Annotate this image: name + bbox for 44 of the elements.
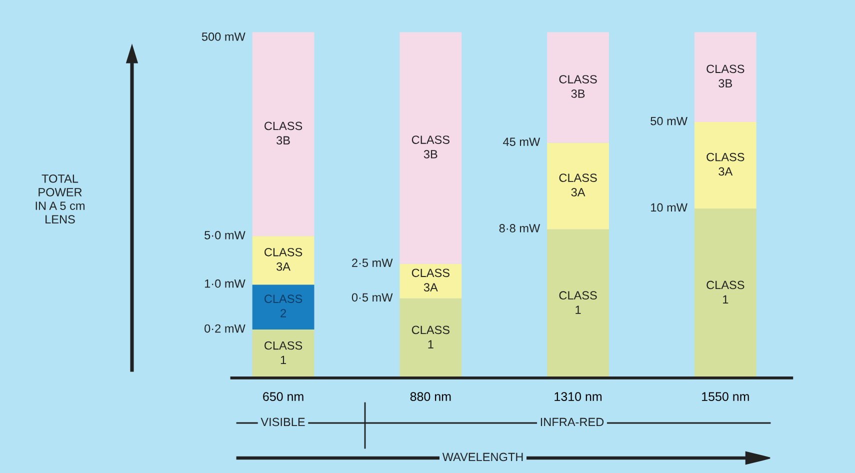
bar <box>694 122 756 209</box>
bar <box>400 264 462 298</box>
bar <box>252 284 314 330</box>
annotation: 0·5 mW <box>352 293 393 302</box>
bar <box>400 32 462 264</box>
text: CLASS 1 <box>706 280 744 304</box>
text: TOTAL POWER IN A 5 cm LENS <box>36 174 84 224</box>
x-tick-label: 1550 nm <box>702 392 749 401</box>
text: CLASS 3A <box>706 152 744 176</box>
bar <box>694 32 756 122</box>
annotation: 1·0 mW <box>204 279 246 288</box>
text: CLASS 3B <box>706 64 744 88</box>
x-tick-label: 650 nm <box>263 392 304 401</box>
annotation: 500 mW <box>202 32 246 41</box>
annotation: 10 mW <box>651 203 688 212</box>
bar <box>252 330 314 378</box>
annotation: 2·5 mW <box>352 258 393 267</box>
bar <box>694 208 756 378</box>
bar <box>252 32 314 236</box>
bar <box>400 298 462 378</box>
bar <box>547 32 609 143</box>
text: CLASS 1 <box>412 326 450 348</box>
annotation: 50 mW <box>650 116 688 126</box>
x-axis-title: WAVELENGTH <box>442 452 523 462</box>
bar <box>547 229 609 378</box>
text: CLASS 3B <box>412 136 450 158</box>
series-label: CLASS 3B <box>264 122 302 145</box>
text: VISIBLE <box>260 418 305 426</box>
annotation: 45 mW <box>503 138 540 146</box>
text: INFRA-RED <box>540 418 604 426</box>
text: CLASS 1 <box>559 291 597 314</box>
series-label: CLASS 1 <box>264 341 302 364</box>
bar <box>547 142 609 230</box>
text: CLASS 3B <box>559 75 597 98</box>
text: CLASS 3A <box>264 248 302 271</box>
series-label: CLASS 3A <box>412 268 450 292</box>
annotation: 0·2 mW <box>204 324 246 333</box>
bar <box>252 236 314 285</box>
x-tick-label: 880 nm <box>410 392 451 401</box>
text: CLASS 3A <box>559 174 597 196</box>
annotation: 8·8 mW <box>499 224 540 232</box>
x-tick-label: 1310 nm <box>554 392 602 401</box>
series-label: CLASS 2 <box>264 294 302 318</box>
annotation: 5·0 mW <box>204 230 246 240</box>
